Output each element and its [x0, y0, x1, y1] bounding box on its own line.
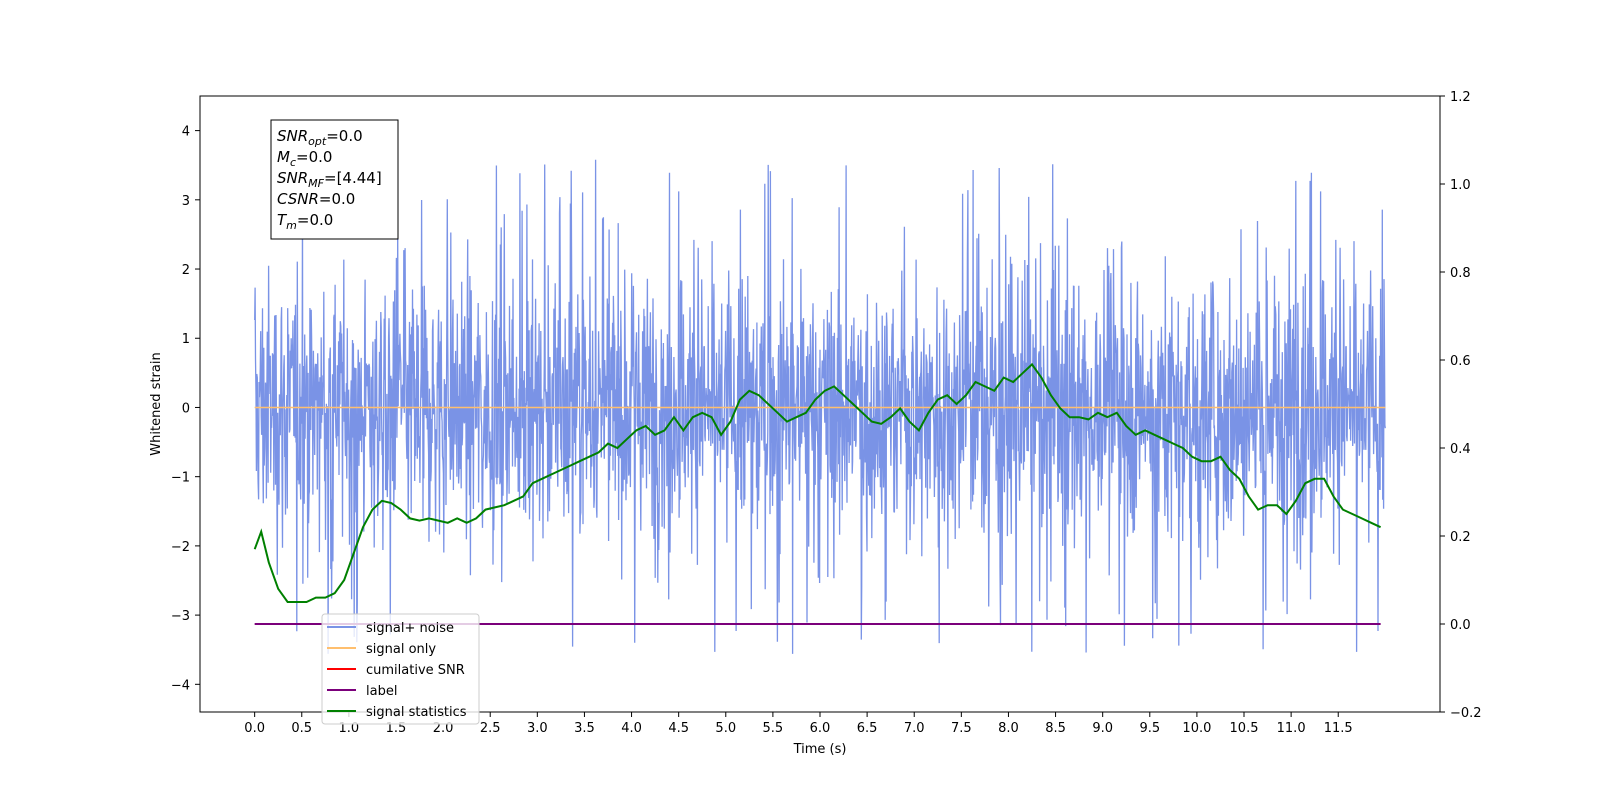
- x-tick-label: 2.0: [433, 721, 454, 736]
- x-tick-label: 10.5: [1230, 721, 1259, 736]
- x-tick-label: 5.5: [763, 721, 784, 736]
- stats-line: Tm=0.0: [277, 211, 333, 232]
- x-tick-label: 11.0: [1277, 721, 1306, 736]
- stats-line: CSNR=0.0: [277, 190, 355, 208]
- x-tick-label: 9.0: [1092, 721, 1113, 736]
- x-tick-label: 1.5: [386, 721, 407, 736]
- x-tick-label: 0.0: [244, 721, 265, 736]
- y-tick-label: 2: [182, 263, 190, 278]
- legend: signal+ noise signal only cumilative SNR la…: [321, 613, 480, 725]
- x-tick-label: 6.0: [810, 721, 831, 736]
- x-tick-label: 3.0: [527, 721, 548, 736]
- x-tick-label: 7.5: [951, 721, 972, 736]
- x-tick-label: 4.5: [668, 721, 689, 736]
- y2-axis-ticks: 1.2 1.0 0.8 0.6 0.4 0.2 0.0 −0.2: [1440, 90, 1482, 721]
- y-axis-label: Whitened strain: [149, 352, 164, 455]
- y2-tick-label: 0.8: [1450, 266, 1471, 281]
- stats-line: SNRMF=[4.44]: [277, 169, 382, 190]
- series-signal-noise: [254, 159, 1386, 654]
- y-tick-label: −3: [171, 609, 190, 624]
- x-tick-label: 1.0: [339, 721, 360, 736]
- legend-label: signal only: [366, 642, 436, 657]
- x-tick-label: 9.5: [1139, 721, 1160, 736]
- x-tick-label: 7.0: [904, 721, 925, 736]
- y-tick-label: 4: [182, 125, 190, 140]
- y2-tick-label: −0.2: [1450, 706, 1482, 721]
- y-tick-label: 0: [182, 401, 190, 416]
- y2-tick-label: 1.2: [1450, 90, 1471, 105]
- y2-tick-label: 0.4: [1450, 442, 1471, 457]
- x-axis-label: Time (s): [793, 742, 847, 757]
- y-axis-ticks: 4 3 2 1 0 −1 −2 −3 −4: [171, 125, 200, 693]
- y2-tick-label: 1.0: [1450, 178, 1471, 193]
- x-tick-label: 11.5: [1324, 721, 1353, 736]
- legend-label: cumilative SNR: [366, 663, 465, 678]
- x-axis-ticks: 0.0 0.5 1.0 1.5 2.0 2.5 3.0 3.5 4.0 4.5 5.0 5.5 6.0 6…: [244, 712, 1353, 736]
- series-signal-statistics: [253, 362, 1382, 603]
- x-tick-label: 0.5: [291, 721, 312, 736]
- x-tick-label: 5.0: [715, 721, 736, 736]
- y2-tick-label: 0.2: [1450, 530, 1471, 545]
- legend-label: signal statistics: [366, 705, 467, 720]
- x-tick-label: 8.0: [998, 721, 1019, 736]
- legend-label: signal+ noise: [366, 621, 454, 636]
- x-tick-label: 2.5: [480, 721, 501, 736]
- stats-line: SNRopt=0.0: [277, 127, 363, 148]
- legend-frame: [321, 613, 480, 725]
- y-tick-label: −1: [171, 471, 190, 486]
- plot-area: [253, 159, 1386, 654]
- y2-tick-label: 0.6: [1450, 354, 1471, 369]
- y2-tick-label: 0.0: [1450, 618, 1471, 633]
- x-tick-label: 4.0: [621, 721, 642, 736]
- stats-box-frame: [270, 119, 399, 240]
- stats-line: Mc=0.0: [277, 148, 332, 169]
- legend-label: label: [366, 684, 397, 699]
- y-tick-label: 1: [182, 332, 190, 347]
- y-tick-label: 3: [182, 194, 190, 209]
- y-tick-label: −4: [171, 678, 190, 693]
- x-tick-label: 8.5: [1045, 721, 1066, 736]
- x-tick-label: 3.5: [574, 721, 595, 736]
- x-tick-label: 6.5: [857, 721, 878, 736]
- y-tick-label: −2: [171, 540, 190, 555]
- x-tick-label: 10.0: [1182, 721, 1211, 736]
